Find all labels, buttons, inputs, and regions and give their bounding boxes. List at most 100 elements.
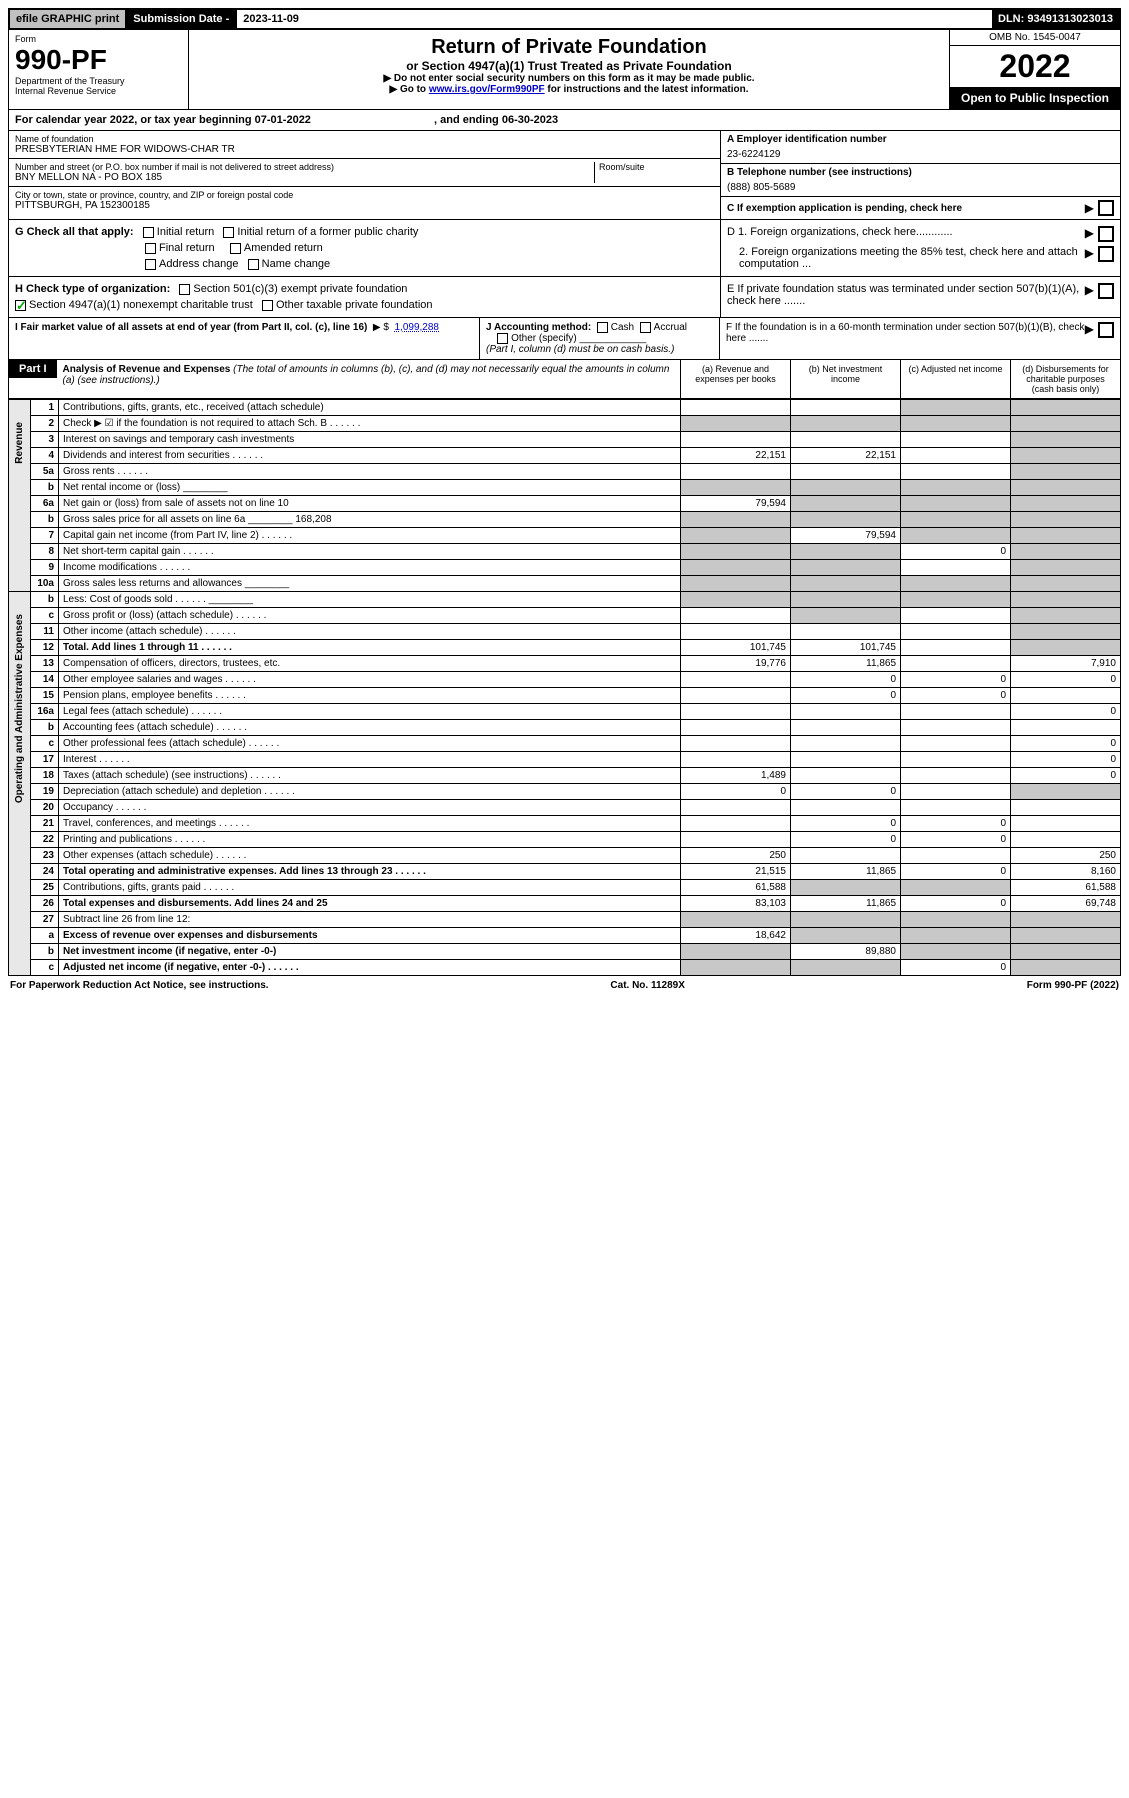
table-row: 18Taxes (attach schedule) (see instructi… — [9, 768, 1121, 784]
cell — [791, 544, 901, 560]
cell — [791, 800, 901, 816]
cell — [791, 752, 901, 768]
irs-link[interactable]: www.irs.gov/Form990PF — [429, 84, 545, 95]
table-row: 19Depreciation (attach schedule) and dep… — [9, 784, 1121, 800]
row-desc: Net gain or (loss) from sale of assets n… — [59, 496, 681, 512]
chk-accrual[interactable] — [640, 322, 651, 333]
cell — [901, 512, 1011, 528]
e-checkbox[interactable] — [1098, 283, 1114, 299]
cell — [1011, 528, 1121, 544]
chk-other-tax[interactable] — [262, 300, 273, 311]
row-desc: Compensation of officers, directors, tru… — [59, 656, 681, 672]
row-desc: Other income (attach schedule) . . . . .… — [59, 624, 681, 640]
cell: 0 — [791, 816, 901, 832]
chk-4947[interactable] — [15, 300, 26, 311]
cell — [901, 464, 1011, 480]
d1-checkbox[interactable] — [1098, 226, 1114, 242]
addr-label: Number and street (or P.O. box number if… — [15, 162, 594, 172]
g-label: G Check all that apply: — [15, 226, 134, 238]
chk-initial-former[interactable] — [223, 227, 234, 238]
cell — [1011, 912, 1121, 928]
cell: 8,160 — [1011, 864, 1121, 880]
cell: 0 — [1011, 752, 1121, 768]
row-desc: Net investment income (if negative, ente… — [59, 944, 681, 960]
row-number: 2 — [31, 416, 59, 432]
row-desc: Other professional fees (attach schedule… — [59, 736, 681, 752]
row-number: 12 — [31, 640, 59, 656]
cell — [1011, 800, 1121, 816]
chk-initial[interactable] — [143, 227, 154, 238]
row-number: 4 — [31, 448, 59, 464]
cell — [901, 448, 1011, 464]
cell: 22,151 — [681, 448, 791, 464]
fmv-link[interactable]: 1,099,288 — [395, 322, 440, 333]
efile-button[interactable]: efile GRAPHIC print — [10, 10, 127, 28]
row-number: 25 — [31, 880, 59, 896]
row-desc: Subtract line 26 from line 12: — [59, 912, 681, 928]
cell — [901, 608, 1011, 624]
d1-label: D 1. Foreign organizations, check here..… — [727, 226, 1085, 242]
part1-table: Revenue1Contributions, gifts, grants, et… — [8, 399, 1121, 976]
cell — [681, 512, 791, 528]
e-label: E If private foundation status was termi… — [727, 283, 1085, 307]
col-c: (c) Adjusted net income — [900, 360, 1010, 398]
cell — [791, 416, 901, 432]
cell — [681, 944, 791, 960]
cell — [901, 400, 1011, 416]
cell — [1011, 480, 1121, 496]
city-label: City or town, state or province, country… — [15, 190, 714, 200]
chk-other-acct[interactable] — [497, 333, 508, 344]
j-label: J Accounting method: — [486, 322, 591, 333]
section-g-d: G Check all that apply: Initial return I… — [8, 220, 1121, 277]
cell: 0 — [901, 896, 1011, 912]
cell — [681, 912, 791, 928]
cell — [791, 912, 901, 928]
col-b: (b) Net investment income — [790, 360, 900, 398]
chk-address[interactable] — [145, 259, 156, 270]
cell — [1011, 576, 1121, 592]
cell: 11,865 — [791, 864, 901, 880]
foundation-name: PRESBYTERIAN HME FOR WIDOWS-CHAR TR — [15, 144, 714, 155]
cell: 250 — [681, 848, 791, 864]
chk-name[interactable] — [248, 259, 259, 270]
cell — [791, 720, 901, 736]
d2-checkbox[interactable] — [1098, 246, 1114, 262]
f-checkbox[interactable] — [1098, 322, 1114, 338]
cell — [1011, 512, 1121, 528]
row-desc: Other expenses (attach schedule) . . . .… — [59, 848, 681, 864]
cell — [791, 736, 901, 752]
table-row: 24Total operating and administrative exp… — [9, 864, 1121, 880]
row-number: 23 — [31, 848, 59, 864]
dept: Department of the Treasury — [15, 76, 182, 86]
form-title: Return of Private Foundation — [195, 36, 943, 59]
c-checkbox[interactable] — [1098, 200, 1114, 216]
chk-501c3[interactable] — [179, 284, 190, 295]
cell — [901, 944, 1011, 960]
chk-amended[interactable] — [230, 243, 241, 254]
row-desc: Legal fees (attach schedule) . . . . . . — [59, 704, 681, 720]
table-row: 15Pension plans, employee benefits . . .… — [9, 688, 1121, 704]
cell: 79,594 — [681, 496, 791, 512]
cell — [901, 416, 1011, 432]
cell: 21,515 — [681, 864, 791, 880]
chk-final[interactable] — [145, 243, 156, 254]
row-number: 18 — [31, 768, 59, 784]
cell — [791, 928, 901, 944]
cell — [791, 480, 901, 496]
row-desc: Gross rents . . . . . . — [59, 464, 681, 480]
cell — [901, 432, 1011, 448]
cell: 0 — [791, 672, 901, 688]
cell — [681, 544, 791, 560]
row-number: 24 — [31, 864, 59, 880]
cell — [681, 592, 791, 608]
table-row: Operating and Administrative ExpensesbLe… — [9, 592, 1121, 608]
cell — [681, 608, 791, 624]
cell — [681, 560, 791, 576]
row-number: b — [31, 944, 59, 960]
table-row: 21Travel, conferences, and meetings . . … — [9, 816, 1121, 832]
table-row: 2Check ▶ ☑ if the foundation is not requ… — [9, 416, 1121, 432]
i-label: I Fair market value of all assets at end… — [15, 322, 367, 333]
row-desc: Gross sales less returns and allowances … — [59, 576, 681, 592]
chk-cash[interactable] — [597, 322, 608, 333]
row-number: 9 — [31, 560, 59, 576]
